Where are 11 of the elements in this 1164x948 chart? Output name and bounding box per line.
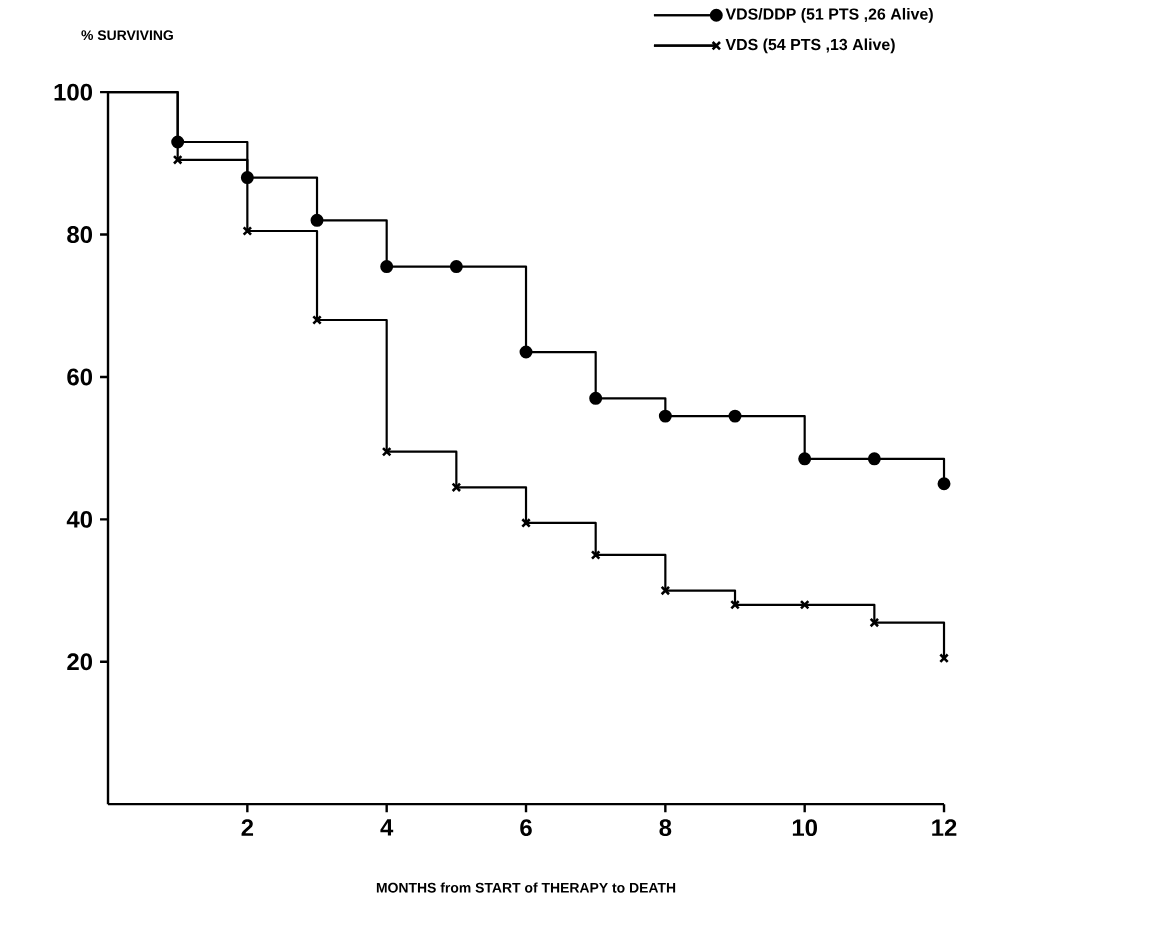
y-tick-label: 60 (67, 368, 93, 386)
x-tick-label: 12 (932, 819, 957, 836)
x-tick-label: 2 (241, 819, 254, 836)
y-tick-label: 40 (66, 510, 93, 528)
y-tick-label: 80 (67, 226, 93, 243)
x-tick-label: 6 (520, 819, 532, 837)
x-tick-label: 4 (380, 819, 394, 836)
y-tick-label: 100 (54, 83, 93, 101)
x-tick-label: 10 (792, 819, 817, 837)
y-tick-label: 20 (67, 653, 93, 671)
x-tick-label: 8 (659, 819, 672, 837)
